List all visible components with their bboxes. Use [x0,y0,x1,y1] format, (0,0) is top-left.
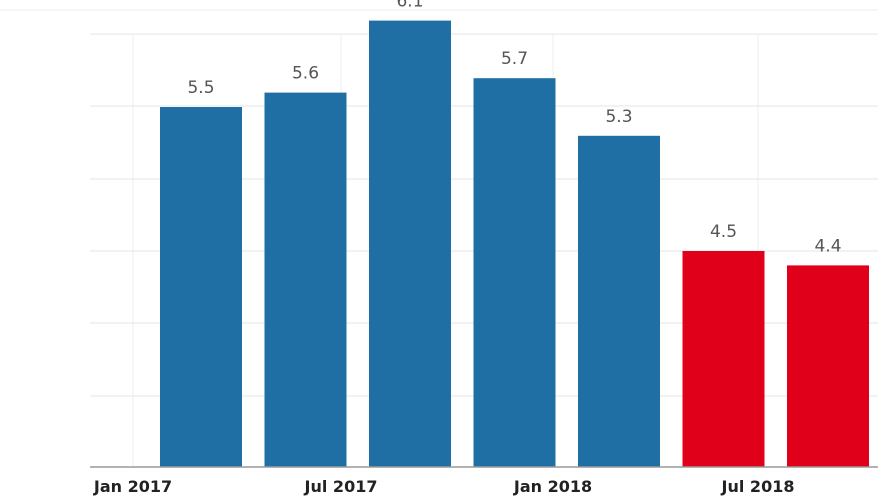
bar-value-label: 5.7 [501,49,528,69]
bars-group [160,20,869,468]
bar-value-label: 5.3 [605,107,632,127]
x-ticks-group: Jan 2017 Jul 2017 Jan 2018 Jul 2018 [93,477,795,496]
x-tick-label: Jul 2018 [721,477,795,496]
bar [369,20,451,467]
bar-value-label: 4.4 [814,236,841,256]
bar [578,135,660,468]
bar [682,251,765,467]
value-labels-group: 5.5 5.6 6.1 5.7 5.3 4.5 4.4 [187,0,841,256]
x-tick-label: Jul 2017 [304,477,378,496]
bar-value-label: 5.5 [187,78,214,98]
bar-value-label: 4.5 [710,222,737,242]
bar-value-label: 5.6 [292,64,319,84]
bar [787,265,869,467]
bar [473,78,556,467]
bar [160,107,242,467]
x-tick-label: Jan 2018 [513,477,592,496]
bar [264,92,347,467]
x-tick-label: Jan 2017 [93,477,172,496]
bar-value-label: 6.1 [396,0,423,12]
